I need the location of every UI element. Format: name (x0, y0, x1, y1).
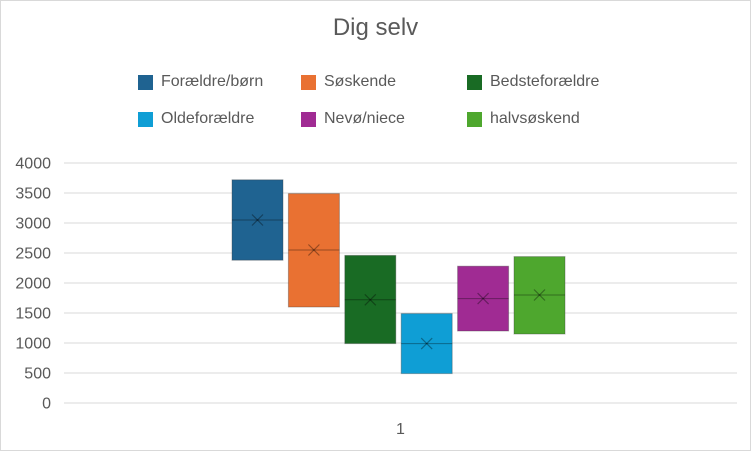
legend-item: halvsøskend (467, 109, 580, 129)
box (400, 313, 453, 375)
y-tick-label: 1000 (15, 336, 51, 353)
legend-item: Nevø/niece (301, 109, 405, 129)
box-series (513, 256, 566, 335)
legend-label: Oldeforældre (161, 110, 255, 127)
box-series (231, 179, 284, 261)
legend-swatch (467, 74, 482, 90)
legend-swatch (138, 111, 153, 127)
legend-swatch (301, 111, 316, 127)
y-tick-label: 500 (24, 366, 51, 383)
mean-marker (307, 244, 320, 256)
legend-item: Oldeforældre (138, 109, 254, 129)
mean-marker (420, 337, 433, 350)
box-series (457, 265, 510, 332)
mean-marker (420, 337, 433, 350)
box (231, 179, 284, 261)
mean-marker (251, 214, 264, 226)
box-series (400, 313, 453, 375)
y-tick-label: 3500 (15, 186, 51, 203)
mean-marker (364, 293, 377, 306)
mean-marker (251, 214, 264, 226)
legend-swatch (138, 74, 153, 90)
box (457, 265, 510, 332)
legend-label: Søskende (324, 73, 397, 90)
legend-label: Bedsteforældre (490, 73, 600, 90)
mean-marker (533, 289, 546, 301)
legend-label: halvsøskend (490, 110, 580, 127)
box (344, 254, 397, 345)
legend-swatch (467, 111, 482, 127)
mean-marker (364, 293, 377, 306)
x-tick-label: 1 (396, 421, 405, 438)
legend-item: Søskende (301, 72, 396, 92)
legend-label: Nevø/niece (324, 110, 405, 127)
legend-swatch (301, 74, 316, 90)
box (287, 193, 340, 308)
legend-item: Bedsteforældre (467, 72, 599, 92)
y-tick-label: 2500 (15, 246, 51, 263)
chart-title: Dig selv (332, 14, 419, 41)
y-tick-label: 0 (42, 396, 51, 413)
legend-item: Forældre/børn (138, 72, 263, 92)
y-tick-label: 4000 (15, 156, 51, 173)
y-tick-label: 2000 (15, 276, 51, 293)
mean-marker (307, 244, 320, 256)
box-series (344, 254, 397, 345)
y-tick-label: 3000 (15, 216, 51, 233)
mean-marker (477, 292, 490, 305)
mean-marker (533, 289, 546, 301)
y-tick-label: 1500 (15, 306, 51, 323)
box-series (287, 193, 340, 308)
mean-marker (477, 292, 490, 305)
legend-label: Forældre/børn (161, 73, 264, 90)
box (513, 256, 566, 335)
